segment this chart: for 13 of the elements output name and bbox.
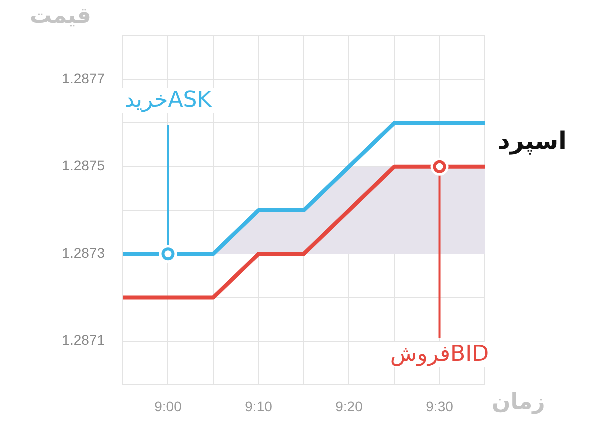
annotation: خریدASK — [120, 88, 216, 113]
y-tick-label: 1.2873 — [62, 244, 106, 261]
y-tick-label: 1.2871 — [62, 332, 106, 348]
band-label: اسپرد — [498, 126, 567, 155]
x-tick-label: 9:00 — [154, 398, 182, 414]
x-tick-label: 9:30 — [426, 398, 454, 414]
x-tick-label: 9:10 — [245, 398, 273, 414]
y-tick-label: 1.2877 — [62, 70, 106, 86]
y-axis-title: قیمت — [30, 4, 92, 29]
x-axis-title: زمان — [492, 390, 546, 415]
y-tick-label: 1.2875 — [62, 158, 106, 174]
x-tick-label: 9:20 — [336, 398, 364, 414]
annotation: فروشBID — [386, 342, 494, 367]
